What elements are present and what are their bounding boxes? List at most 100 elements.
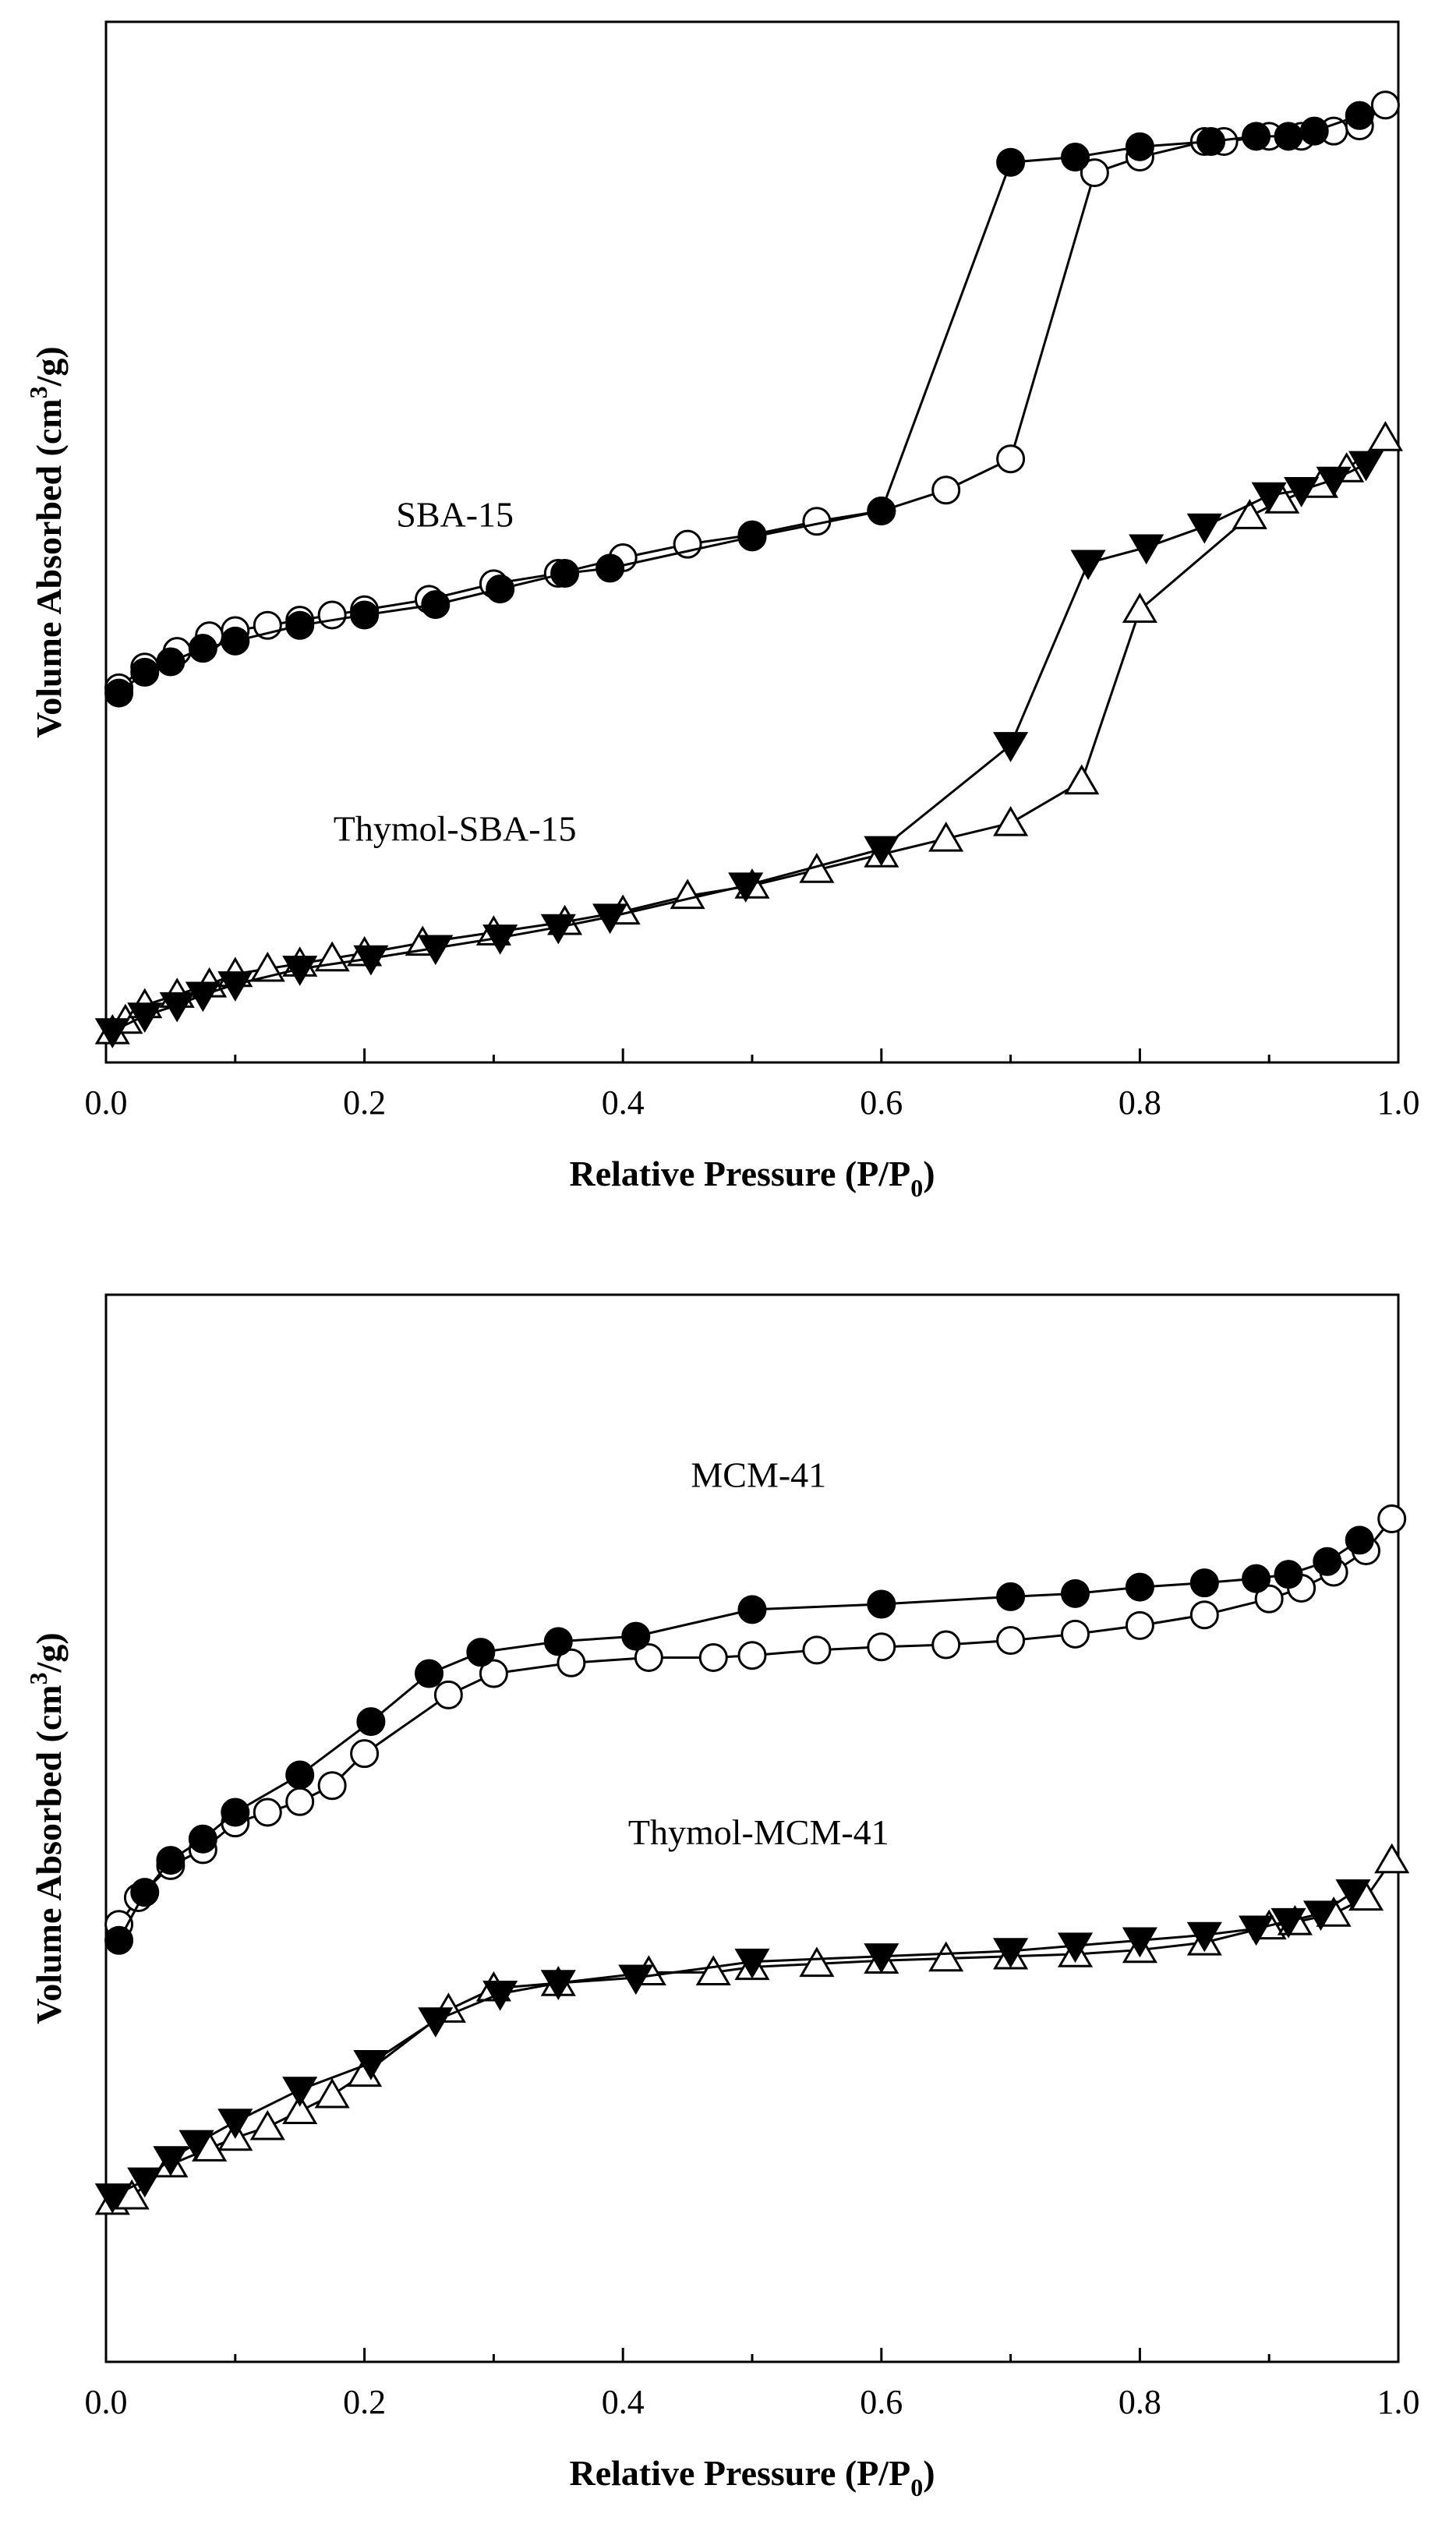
data-point: [482, 924, 518, 955]
data-point: [130, 657, 160, 687]
data-point: [159, 992, 195, 1023]
data-point: [996, 147, 1026, 177]
y-axis-title: Volume Absorbed (cm3/g): [24, 346, 69, 737]
data-point: [1125, 132, 1154, 161]
data-point: [1270, 1907, 1306, 1939]
data-point: [867, 496, 896, 525]
data-point: [285, 1760, 315, 1790]
series-2: [104, 101, 1374, 708]
data-point: [1186, 513, 1222, 544]
data-point: [931, 1630, 961, 1660]
data-point: [282, 2077, 318, 2107]
data-point: [353, 2049, 389, 2080]
data-point: [993, 1938, 1029, 1968]
data-point: [217, 971, 253, 1002]
data-point: [1232, 499, 1267, 529]
data-point: [1186, 1921, 1222, 1953]
data-point: [621, 1621, 651, 1651]
data-point: [864, 836, 899, 867]
data-point: [285, 1787, 315, 1816]
series-label: SBA-15: [396, 494, 514, 534]
x-tick-label: 0.8: [1119, 1083, 1161, 1122]
data-point: [486, 574, 515, 604]
data-point: [94, 2183, 130, 2214]
x-tick-label: 0.2: [343, 2383, 386, 2421]
data-point: [1196, 127, 1226, 157]
data-point: [314, 2077, 350, 2109]
data-point: [1125, 1610, 1154, 1640]
data-point: [479, 1659, 508, 1688]
data-point: [418, 935, 454, 966]
data-point: [728, 872, 764, 903]
data-point: [996, 444, 1026, 474]
data-point: [415, 1659, 444, 1688]
data-point: [864, 1943, 899, 1974]
x-axis-title: Relative Pressure (P/P0): [569, 1154, 935, 1202]
data-point: [356, 1707, 386, 1737]
series-2: [104, 1525, 1374, 1955]
series-line: [118, 1539, 1361, 1941]
data-point: [1316, 466, 1352, 497]
data-point: [1061, 1578, 1090, 1608]
data-point: [350, 600, 380, 630]
data-point: [1345, 1525, 1374, 1555]
data-point: [799, 1946, 835, 1978]
series-3: [94, 1843, 1410, 2215]
y-axis-title: Volume Absorbed (cm3/g): [24, 1632, 69, 2024]
data-point: [802, 1635, 832, 1665]
data-point: [540, 1970, 576, 2000]
data-point: [928, 1941, 964, 1972]
data-point: [1242, 1564, 1271, 1593]
data-point: [178, 2130, 214, 2161]
data-point: [1370, 90, 1400, 120]
data-point: [634, 1642, 663, 1672]
x-tick-label: 0.2: [343, 1083, 386, 1122]
series-4: [94, 451, 1384, 1048]
data-point: [1125, 1572, 1154, 1602]
x-axis-title: Relative Pressure (P/P0): [569, 2453, 935, 2501]
data-point: [421, 590, 451, 620]
data-point: [1189, 1568, 1219, 1598]
x-tick-label: 1.0: [1377, 1083, 1420, 1122]
data-point: [557, 1648, 586, 1677]
data-point: [867, 1632, 896, 1662]
series-label: Thymol-MCM-41: [628, 1812, 889, 1852]
data-point: [996, 1582, 1026, 1611]
series-line: [111, 463, 1367, 1033]
data-point: [1302, 1900, 1339, 1931]
data-point: [1070, 550, 1106, 581]
data-point: [127, 2167, 163, 2198]
data-point: [1374, 1843, 1410, 1874]
data-point: [221, 626, 250, 656]
data-point: [353, 945, 389, 976]
data-point: [1061, 1619, 1090, 1649]
series-4: [94, 1879, 1371, 2214]
data-point: [1254, 1584, 1284, 1614]
data-point: [595, 553, 625, 583]
data-point: [618, 1964, 654, 1996]
data-point: [1122, 592, 1157, 623]
data-point: [153, 2146, 189, 2176]
data-point: [130, 1878, 160, 1907]
data-point: [185, 981, 221, 1013]
data-point: [1284, 477, 1320, 507]
data-point: [1377, 1504, 1407, 1533]
data-point: [127, 1002, 163, 1033]
data-point: [433, 1680, 463, 1709]
data-point: [737, 522, 767, 552]
data-point: [592, 903, 628, 935]
x-tick-label: 1.0: [1377, 2383, 1420, 2421]
x-tick-label: 0.6: [860, 1083, 903, 1122]
data-point: [217, 2109, 253, 2139]
x-tick-label: 0.6: [860, 2383, 903, 2421]
data-point: [1345, 101, 1374, 130]
chart-panel-1: 0.0 0.2 0.4 0.6 0.8 1.0 Relative Pressure (P/P…: [24, 20, 1420, 1202]
data-point: [540, 914, 576, 945]
data-point: [156, 647, 186, 677]
data-point: [282, 2094, 318, 2124]
data-point: [1274, 122, 1303, 151]
data-point: [188, 634, 217, 663]
data-point: [1080, 158, 1109, 188]
data-point: [1189, 1600, 1219, 1630]
